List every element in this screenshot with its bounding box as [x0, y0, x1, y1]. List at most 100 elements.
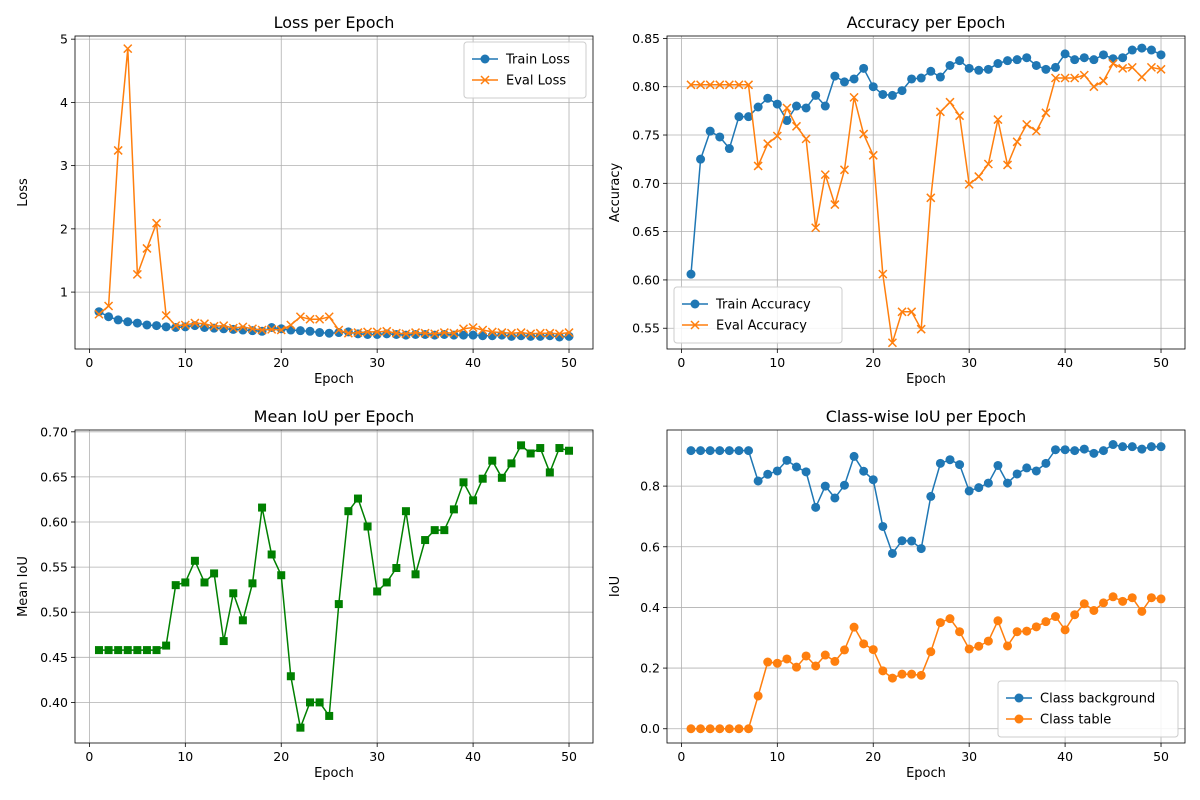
data-point — [142, 320, 152, 330]
data-point — [792, 101, 801, 111]
data-point — [811, 502, 821, 512]
data-point — [353, 329, 363, 339]
data-point — [1108, 440, 1118, 450]
data-point — [142, 243, 152, 253]
data-point — [1003, 641, 1013, 651]
data-point — [219, 321, 229, 331]
data-point — [868, 150, 878, 160]
data-point — [1012, 137, 1022, 147]
data-point — [228, 323, 238, 333]
data-point — [744, 446, 754, 456]
data-point — [123, 44, 133, 54]
legend: Train Accuracy Eval Accuracy — [673, 286, 843, 344]
x-tick-label: 0 — [677, 355, 685, 370]
y-tick-label: 0.45 — [40, 650, 68, 665]
legend-entry: Class table — [1040, 713, 1111, 728]
data-point — [782, 116, 792, 126]
x-tick-label: 40 — [1057, 749, 1073, 764]
data-point — [801, 651, 811, 661]
data-point — [132, 318, 142, 328]
x-tick-label: 20 — [865, 355, 881, 370]
data-point — [469, 496, 478, 505]
data-point — [1137, 43, 1147, 53]
data-point — [507, 459, 516, 468]
legend-entry: Class background — [1040, 692, 1155, 707]
data-point — [545, 468, 554, 477]
data-point — [705, 724, 715, 734]
data-point — [734, 446, 744, 456]
data-point — [1051, 612, 1060, 622]
data-point — [478, 474, 487, 483]
data-point — [440, 526, 449, 535]
data-point — [113, 145, 123, 155]
data-point — [305, 314, 315, 324]
data-point — [772, 99, 782, 109]
x-axis-label: Epoch — [906, 372, 946, 387]
data-point — [344, 507, 353, 516]
data-point — [94, 309, 104, 319]
data-point — [238, 322, 248, 332]
data-point — [190, 556, 199, 565]
data-point — [391, 329, 401, 339]
y-tick-label: 0.70 — [40, 424, 68, 439]
data-point — [363, 522, 372, 531]
chart-title: Mean IoU per Epoch — [254, 407, 415, 426]
data-point — [926, 647, 936, 657]
data-point — [763, 139, 773, 149]
y-tick-label: 0.6 — [640, 539, 660, 554]
data-point — [478, 325, 488, 335]
data-point — [459, 478, 468, 487]
data-point — [839, 480, 849, 490]
data-point — [945, 97, 955, 107]
data-point — [1051, 445, 1060, 455]
y-tick-label: 0.2 — [640, 661, 660, 676]
legend-marker — [1014, 714, 1024, 724]
data-point — [1003, 160, 1013, 170]
data-point — [916, 670, 926, 680]
x-axis-label: Epoch — [906, 766, 946, 781]
data-point — [830, 656, 840, 666]
x-tick-label: 10 — [769, 749, 785, 764]
legend-marker — [690, 320, 700, 330]
data-point — [114, 646, 123, 655]
data-point — [180, 320, 190, 330]
legend-marker — [480, 54, 490, 64]
data-point — [1118, 442, 1128, 452]
y-axis-label: Accuracy — [608, 163, 623, 223]
data-point — [133, 646, 142, 655]
data-point — [1137, 606, 1147, 616]
data-point — [955, 111, 965, 121]
data-point — [516, 328, 526, 338]
x-tick-label: 30 — [369, 355, 385, 370]
data-point — [753, 102, 763, 112]
data-point — [945, 455, 955, 465]
data-point — [811, 90, 821, 100]
data-point — [696, 154, 706, 164]
data-point — [772, 466, 782, 476]
data-point — [1070, 55, 1080, 65]
data-point — [696, 724, 706, 734]
data-point — [753, 476, 763, 486]
data-point — [839, 645, 849, 655]
data-point — [421, 536, 430, 545]
legend-entry: Train Accuracy — [715, 298, 811, 313]
data-point — [238, 616, 247, 625]
data-point — [210, 569, 219, 578]
x-tick-label: 0 — [85, 355, 93, 370]
data-point — [296, 723, 305, 732]
data-point — [276, 324, 286, 334]
y-tick-label: 0.0 — [640, 721, 660, 736]
data-point — [1098, 76, 1108, 86]
data-point — [535, 328, 545, 338]
data-point — [878, 269, 888, 279]
data-point — [868, 82, 878, 92]
data-point — [152, 646, 161, 655]
data-point — [801, 467, 811, 477]
data-point — [782, 103, 792, 113]
y-tick-label: 0.40 — [40, 695, 68, 710]
y-tick-label: 1 — [60, 285, 68, 300]
x-tick-label: 30 — [961, 749, 977, 764]
data-point — [343, 327, 353, 337]
data-point — [1098, 446, 1108, 456]
y-tick-label: 0.4 — [640, 600, 660, 615]
